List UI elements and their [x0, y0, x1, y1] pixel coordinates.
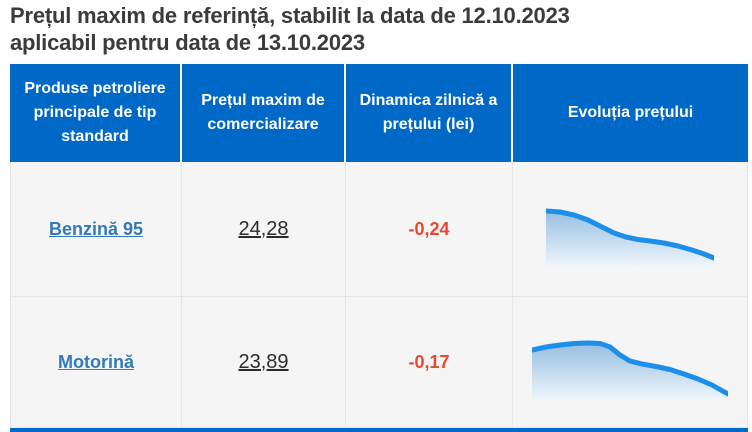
max-price-value-benzina-95[interactable]: 24,28: [238, 217, 289, 240]
evolution-cell: [513, 297, 748, 428]
benzina-95-sparkline-chart: [546, 208, 714, 266]
page-title: Prețul maxim de referință, stabilit la d…: [10, 2, 752, 56]
col-header-product: Produse petroliere principale de tip sta…: [10, 64, 182, 162]
table-row-motorina: Motorină 23,89 -0,17: [10, 297, 748, 428]
daily-dynamic-value-motorina: -0,17: [408, 351, 450, 372]
evolution-cell: [513, 162, 748, 297]
next-table-header-partial: [10, 428, 748, 432]
product-link-motorina[interactable]: Motorină: [58, 351, 134, 372]
daily-dynamic-value-benzina-95: -0,24: [408, 218, 450, 239]
col-header-price-evolution: Evoluția prețului: [513, 64, 748, 162]
price-cell: 23,89: [182, 297, 346, 428]
dynamic-cell: -0,17: [346, 297, 513, 428]
price-table-header-row: Produse petroliere principale de tip sta…: [10, 64, 748, 162]
price-table: Produse petroliere principale de tip sta…: [10, 64, 748, 428]
product-cell: Motorină: [10, 297, 182, 428]
max-price-value-motorina[interactable]: 23,89: [238, 350, 289, 373]
table-row-benzina-95: Benzină 95 24,28 -0,24: [10, 162, 748, 297]
product-link-benzina-95[interactable]: Benzină 95: [48, 218, 144, 239]
price-cell: 24,28: [182, 162, 346, 297]
col-header-daily-dynamic: Dinamica zilnică a prețului (lei): [346, 64, 513, 162]
col-header-max-price: Prețul maxim de comercializare: [182, 64, 346, 162]
dynamic-cell: -0,24: [346, 162, 513, 297]
motorina-sparkline-chart: [532, 340, 728, 399]
page-title-line1: Prețul maxim de referință, stabilit la d…: [10, 3, 570, 28]
product-cell: Benzină 95: [10, 162, 182, 297]
page-title-line2: aplicabil pentru data de 13.10.2023: [10, 30, 365, 55]
